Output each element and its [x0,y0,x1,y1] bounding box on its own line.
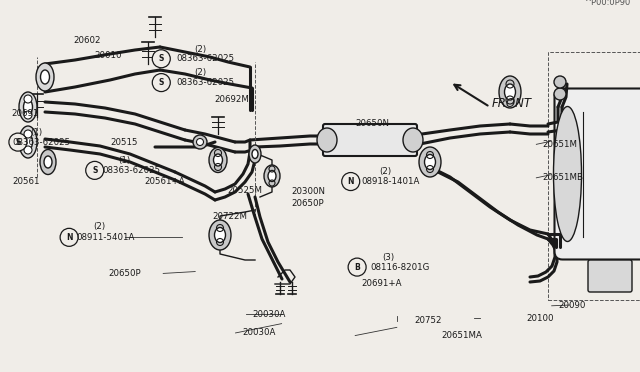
Circle shape [86,161,104,179]
Circle shape [193,135,207,149]
Text: 20090: 20090 [558,301,586,310]
Circle shape [9,133,27,151]
Text: S: S [92,166,97,175]
Ellipse shape [36,63,54,91]
Ellipse shape [209,220,231,250]
Text: (2): (2) [93,222,105,231]
Text: 20525M: 20525M [227,186,262,195]
FancyBboxPatch shape [588,260,632,292]
Text: 08363-62025: 08363-62025 [102,166,161,175]
Ellipse shape [499,76,521,108]
Text: 20561+A: 20561+A [144,177,184,186]
Text: 20651MB: 20651MB [543,173,584,182]
Bar [548,52,640,300]
Ellipse shape [214,228,225,243]
Text: 20752: 20752 [415,316,442,325]
Circle shape [554,76,566,88]
Text: 20651MA: 20651MA [442,331,483,340]
Text: (1): (1) [118,156,131,165]
Text: 20691: 20691 [12,109,39,118]
Ellipse shape [24,134,33,150]
FancyBboxPatch shape [323,124,417,156]
Ellipse shape [209,148,227,173]
Text: N: N [348,177,354,186]
Circle shape [342,173,360,190]
Circle shape [24,111,32,119]
Text: 08911-5401A: 08911-5401A [77,233,135,242]
Text: (3): (3) [383,253,395,262]
Circle shape [24,130,32,138]
Text: 20100: 20100 [526,314,554,323]
Circle shape [24,95,32,103]
Text: 08918-1401A: 08918-1401A [362,177,420,186]
Text: 20300N: 20300N [291,187,325,196]
Ellipse shape [419,147,441,177]
Ellipse shape [252,150,258,158]
Circle shape [196,138,204,145]
Text: 20602: 20602 [74,36,101,45]
Text: FRONT: FRONT [492,97,532,110]
Text: S: S [15,138,20,147]
Ellipse shape [317,128,337,152]
Text: 08363-62025: 08363-62025 [13,138,71,147]
Ellipse shape [19,126,37,158]
Text: 20722M: 20722M [212,212,248,221]
Text: 20651M: 20651M [543,140,578,149]
Text: 08363-62025: 08363-62025 [176,54,234,63]
Ellipse shape [403,128,423,152]
Text: 08363-62025: 08363-62025 [176,78,234,87]
Ellipse shape [24,99,33,115]
Ellipse shape [424,154,435,170]
Text: 20515: 20515 [110,138,138,147]
Ellipse shape [249,145,261,163]
Ellipse shape [40,150,56,174]
Ellipse shape [504,84,515,100]
Text: 20650P: 20650P [291,199,324,208]
Text: 20692M: 20692M [214,95,249,104]
Text: 20561: 20561 [13,177,40,186]
Ellipse shape [44,156,52,168]
Text: (1): (1) [31,128,43,137]
Text: 20650N: 20650N [355,119,389,128]
Circle shape [24,146,32,154]
Text: 20030A: 20030A [242,328,275,337]
Text: 08116-8201G: 08116-8201G [370,263,429,272]
Text: S: S [159,54,164,63]
Ellipse shape [554,106,582,241]
Ellipse shape [19,92,37,122]
Text: 20030A: 20030A [253,310,286,319]
Text: 20691+A: 20691+A [362,279,402,288]
Text: (2): (2) [194,45,206,54]
Circle shape [60,228,78,246]
Circle shape [348,258,366,276]
Ellipse shape [214,154,223,166]
Text: B: B [355,263,360,272]
FancyBboxPatch shape [554,89,640,260]
Ellipse shape [264,165,280,187]
Text: 20650P: 20650P [109,269,141,278]
Text: (2): (2) [194,68,206,77]
Text: S: S [159,78,164,87]
Circle shape [554,88,566,100]
Circle shape [152,74,170,92]
Text: ^P00:0P90: ^P00:0P90 [584,0,630,7]
Text: (2): (2) [379,167,391,176]
Circle shape [152,50,170,68]
Text: 20010: 20010 [95,51,122,60]
Ellipse shape [40,70,49,84]
Text: N: N [66,233,72,242]
Ellipse shape [268,170,276,182]
